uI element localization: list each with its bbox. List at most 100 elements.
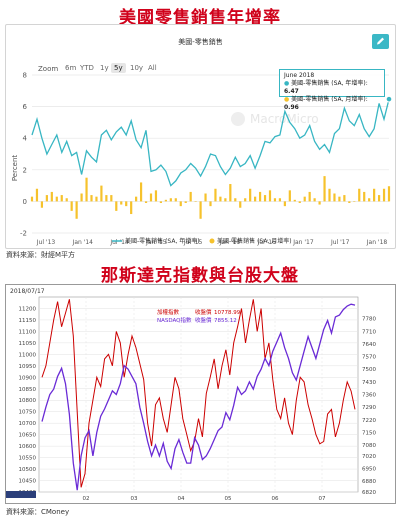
scroll-handle[interactable] (6, 491, 36, 498)
zoom-button-5y[interactable]: 5y (111, 63, 126, 73)
last-point-marker[interactable] (385, 95, 393, 103)
bar-mom (377, 195, 381, 202)
bar-mom (363, 191, 366, 202)
chart1-subtitle: 美國-零售銷售 (178, 38, 223, 46)
series-line-nasdaq (41, 303, 356, 491)
x-tick-label: 06 (272, 496, 279, 502)
bar-mom (125, 201, 128, 207)
bar-mom (298, 201, 301, 203)
bar-mom (60, 195, 63, 202)
chart2-title: 那斯達克指數與台股大盤 (101, 266, 299, 286)
bar-mom (283, 201, 286, 207)
bar-mom (373, 188, 376, 202)
series-line-yoy (31, 99, 390, 187)
bar-mom (328, 188, 331, 202)
tooltip-line2-label: 美國-零售銷售 (SA, 月增率): (291, 96, 368, 103)
bar-mom (204, 193, 207, 202)
bar-mom (258, 191, 262, 202)
y-left-tick-label: 10700 (19, 421, 37, 427)
x-tick-label: Jan '14 (72, 239, 94, 246)
bar-mom (382, 188, 386, 202)
bar-mom (135, 196, 138, 202)
zoom-button-10y[interactable]: 10y (130, 64, 144, 72)
bar-mom (85, 177, 88, 202)
legend-series-name: 加權指數 (157, 308, 180, 316)
y-right-tick-label: 7500 (362, 367, 376, 373)
y-right-tick-label: 7290 (362, 405, 376, 411)
watermark-text: MacroMicro (250, 112, 319, 126)
tooltip-line1-label: 美國-零售銷售 (SA, 年增率): (291, 80, 368, 87)
y-right-tick-label: 7080 (362, 443, 376, 449)
bar-mom (239, 201, 242, 208)
chart1-title: 美國零售銷售年增率 (119, 8, 281, 28)
bar-mom (268, 190, 272, 202)
y-left-tick-label: 10900 (19, 375, 37, 381)
zoom-label: Zoom (38, 65, 59, 73)
pencil-icon (377, 37, 384, 45)
tooltip-line2-value: 0.96 (284, 104, 299, 111)
bar-mom (169, 198, 172, 202)
y-tick-label: -2 (20, 230, 27, 238)
y-left-tick-label: 10600 (19, 444, 37, 450)
y-right-tick-label: 6880 (362, 479, 376, 485)
zoom-button-1y[interactable]: 1y (100, 64, 109, 72)
legend-value: 7855.12 (214, 318, 237, 324)
chart2-source: 資料來源：CMoney (6, 508, 70, 516)
bar-mom (105, 195, 108, 202)
y-axis-label: Percent (11, 155, 19, 182)
bar-mom (229, 184, 232, 202)
bar-mom (209, 201, 212, 207)
x-tick-label: 07 (319, 496, 326, 502)
chart2-date-label: 2018/07/17 (10, 288, 45, 295)
bar-mom (55, 196, 58, 202)
bar-mom (139, 182, 143, 202)
bar-mom (219, 196, 222, 202)
y-left-tick-label: 10850 (19, 387, 37, 393)
bar-mom (358, 188, 361, 202)
bar-mom (244, 198, 247, 202)
bar-mom (130, 201, 133, 215)
y-right-tick-label: 7360 (362, 393, 376, 399)
bar-mom (35, 188, 39, 202)
bar-mom (149, 193, 153, 202)
y-right-tick-label: 7430 (362, 380, 376, 386)
chart1-panel: 美國-零售銷售 Zoom 6m YTD 1y 5y 10y All MacroM… (5, 24, 396, 249)
x-tick-label: Jan '17 (292, 239, 314, 246)
tooltip-line1-value: 6.47 (284, 88, 299, 95)
y-right-tick-label: 7710 (362, 329, 376, 335)
zoom-button-6m[interactable]: 6m (65, 64, 77, 72)
legend-label-mom[interactable]: 美國-零售銷售 (SA, 月增率) (217, 237, 292, 245)
chart1-source: 資料來源：財經M平方 (6, 251, 76, 259)
bar-mom (115, 201, 118, 211)
y-left-tick-label: 10750 (19, 410, 37, 416)
x-tick-label: 04 (178, 496, 185, 502)
legend-label-yoy[interactable]: 美國-零售銷售 (SA, 年增率) (125, 237, 200, 245)
bar-mom (194, 201, 197, 202)
y-left-tick-label: 10650 (19, 433, 37, 439)
bar-mom (65, 198, 68, 202)
edit-button[interactable] (372, 34, 389, 49)
legend-value-label: 收盤價 (195, 308, 212, 316)
bar-mom (353, 201, 356, 202)
y-right-tick-label: 7570 (362, 355, 376, 361)
bar-mom (313, 198, 316, 202)
tooltip-date: June 2018 (284, 72, 315, 79)
y-right-tick-label: 6820 (362, 490, 376, 496)
bar-mom (159, 201, 163, 203)
zoom-button-ytd[interactable]: YTD (80, 64, 94, 72)
bar-mom (30, 196, 34, 202)
y-tick-label: 2 (23, 166, 27, 174)
y-right-tick-label: 7150 (362, 430, 376, 436)
bar-mom (75, 201, 78, 219)
bar-mom (70, 201, 73, 211)
bar-mom (249, 188, 252, 202)
bar-mom (288, 190, 291, 202)
y-left-tick-label: 11000 (19, 352, 37, 358)
y-left-tick-label: 11150 (19, 318, 37, 324)
bar-mom (387, 186, 391, 202)
bar-mom (214, 188, 217, 202)
zoom-button-all[interactable]: All (148, 64, 157, 72)
bar-mom (90, 195, 93, 202)
y-left-tick-label: 11100 (19, 329, 37, 335)
x-tick-label: Jan '18 (366, 239, 388, 246)
